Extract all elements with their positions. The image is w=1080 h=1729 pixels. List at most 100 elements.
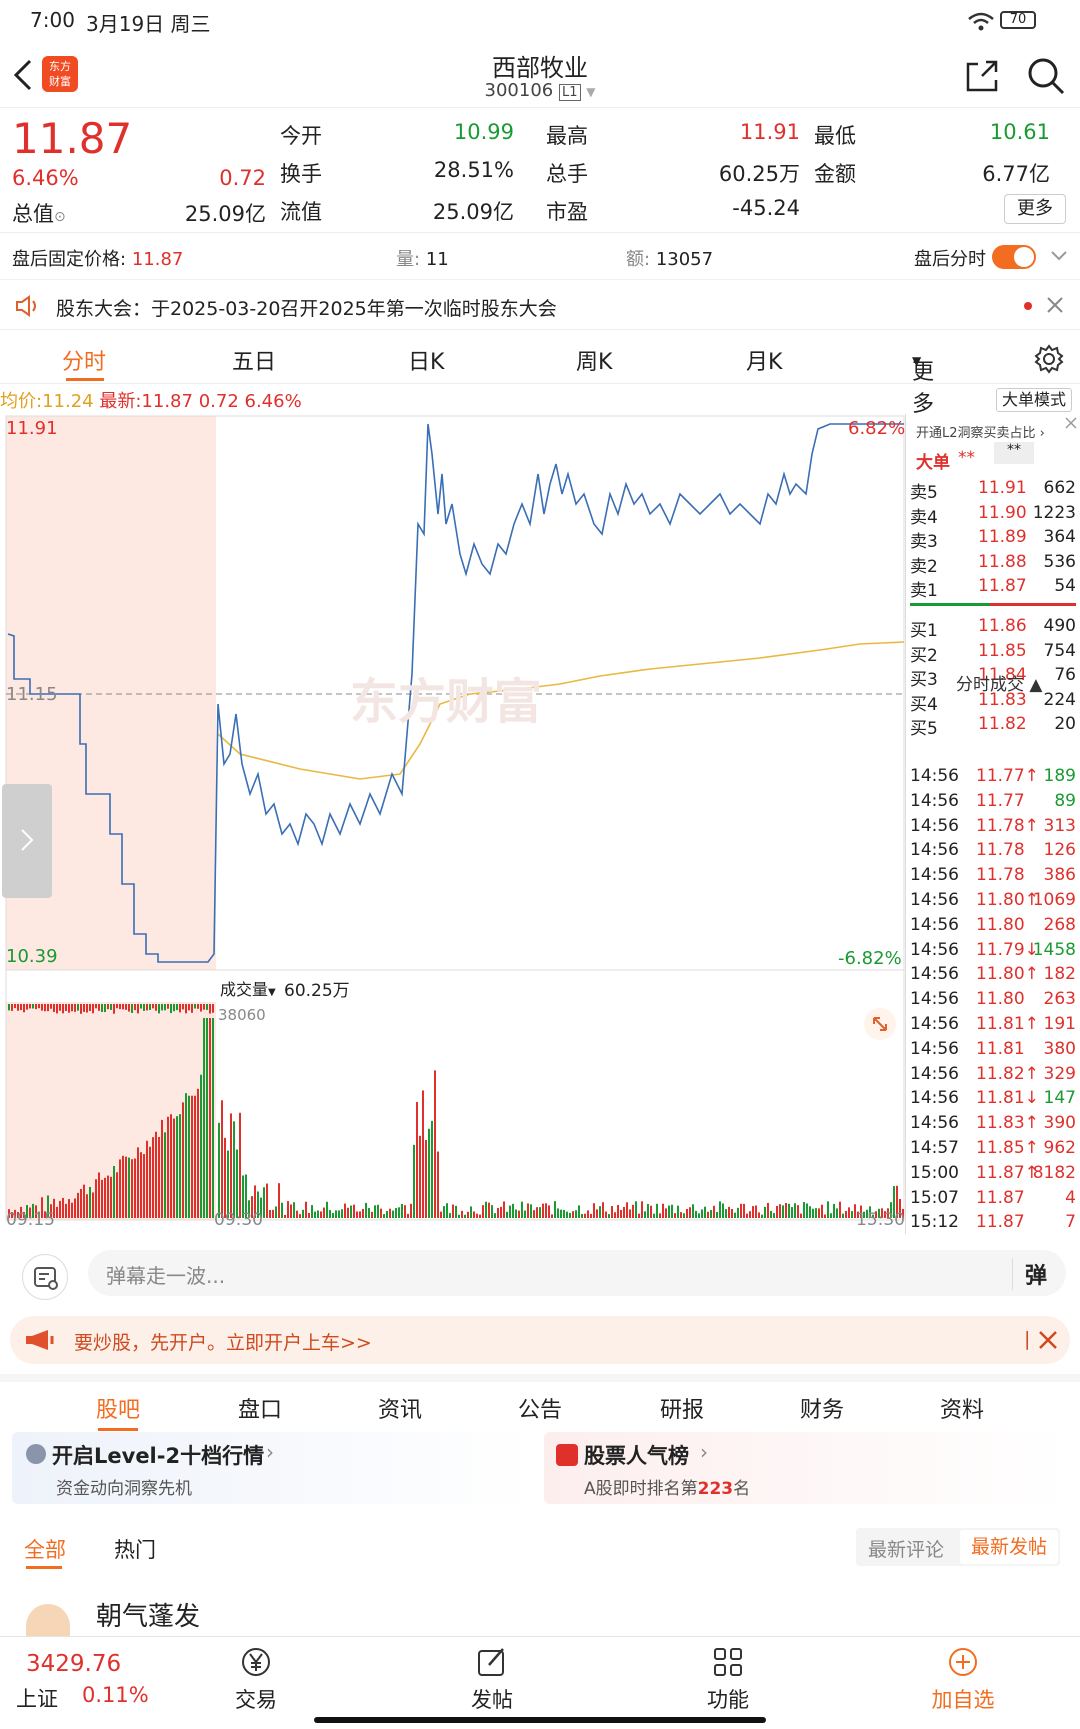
battery-icon: 70 [1000, 11, 1036, 29]
account-banner[interactable]: 要炒股，先开户。立即开户上车>> | [10, 1316, 1070, 1364]
post-author[interactable]: 朝气蓬发 [96, 1602, 201, 1632]
more-button[interactable]: 更多 [1004, 194, 1066, 224]
level2-card[interactable]: 开启Level-2十档行情 › 资金动向洞察先机 [12, 1432, 536, 1504]
battery-level: 70 [1009, 12, 1027, 27]
bids-row: 买5 11.82 20 [910, 714, 1076, 739]
tab-intraday[interactable]: 分时 [62, 350, 107, 375]
fullscreen-button[interactable] [864, 1008, 896, 1040]
tab-weekly-k[interactable]: 周K [576, 350, 613, 375]
tick-row: 14:56 11.78 126 [910, 840, 1076, 861]
tab-profile[interactable]: 资料 [940, 1398, 985, 1423]
share-icon[interactable] [964, 58, 1000, 94]
close-icon[interactable] [1046, 296, 1064, 314]
asks-row: 卖1 11.87 54 [910, 576, 1076, 601]
notice-bar[interactable]: 股东大会：于2025-03-20召开2025年第一次临时股东大会 [0, 282, 1080, 330]
avatar[interactable] [26, 1604, 70, 1636]
index-value: 3429.76 [26, 1651, 122, 1677]
y-min-label: 10.39 [6, 946, 58, 967]
ticks-header[interactable]: 分时成交 ▲ [956, 675, 1043, 695]
quote-value: 60.25万 [718, 162, 800, 186]
tick-row: 14:56 11.77↑ 189 [910, 766, 1076, 786]
change-amount: 0.72 [219, 166, 266, 190]
popularity-card[interactable]: 股票人气榜 › A股即时排名第223名 [544, 1432, 1068, 1504]
back-icon[interactable] [10, 58, 34, 92]
time-start: 09:15 [6, 1210, 55, 1230]
danmu-list-button[interactable] [22, 1254, 68, 1300]
chart-icon [556, 1444, 578, 1466]
post-button[interactable]: 发帖 [452, 1645, 532, 1714]
function-button[interactable]: 功能 [688, 1645, 768, 1714]
danmu-send-button[interactable]: 弹 [1012, 1258, 1047, 1290]
quote-panel: 11.87 6.46% 0.72 总值⊙ 25.09亿 今开 10.99 最高 11.… [0, 108, 1080, 226]
wifi-icon [968, 12, 994, 31]
tick-row: 14:56 11.77 89 [910, 790, 1076, 811]
tick-row: 14:56 11.81↑ 191 [910, 1014, 1076, 1034]
index-name: 上证 [16, 1687, 58, 1711]
y-max-label: 11.91 [6, 418, 58, 439]
price-line [7, 423, 904, 963]
tab-news[interactable]: 资讯 [378, 1398, 423, 1423]
after-hours-amount: 13057 [655, 249, 714, 270]
banner-divider: | [1024, 1328, 1031, 1350]
stock-code-selector[interactable]: 300106 L1 ▼ [484, 80, 596, 101]
tick-row: 14:56 11.81↓ 147 [910, 1088, 1076, 1109]
tick-row: 14:56 11.81 380 [910, 1038, 1076, 1059]
quote-value: 10.61 [989, 120, 1050, 144]
close-icon[interactable] [1038, 1330, 1058, 1350]
tick-row: 14:56 11.78↑ 313 [910, 815, 1076, 836]
after-hours-toggle[interactable] [992, 245, 1036, 269]
bids-row: 买4 11.83 224 [910, 689, 1076, 715]
sort-latest-post[interactable]: 最新发帖 [960, 1530, 1058, 1564]
quote-label: 最高 [546, 124, 588, 148]
quote-label: 总手 [546, 162, 588, 186]
trade-button[interactable]: 交易 [216, 1645, 296, 1714]
big-order-mode-button[interactable]: 大单模式 [996, 388, 1072, 412]
chevron-down-icon[interactable] [1050, 249, 1068, 263]
tick-row: 14:56 11.80↑ 1069 [910, 890, 1076, 910]
danmu-list-icon [34, 1267, 58, 1290]
tab-announcements[interactable]: 公告 [518, 1398, 563, 1423]
volume-label[interactable]: 成交量▼ [220, 980, 276, 999]
tab-pankou[interactable]: 盘口 [238, 1398, 283, 1423]
l2-header[interactable]: 开通L2洞察买卖占比 › [916, 426, 1045, 441]
add-watchlist-button[interactable]: 加自选 [918, 1645, 1008, 1714]
intraday-chart[interactable]: 东方财富 11.91 11.15 10.39 6.82% -6.82% 成交量▼… [0, 414, 905, 1234]
tab-research[interactable]: 研报 [660, 1398, 705, 1423]
order-book: 开通L2洞察买卖占比 › 大单 ** ** 卖5 11.91 662 卖4 11.90 1… [905, 414, 1080, 1234]
filter-hot[interactable]: 热门 [114, 1538, 156, 1562]
asks-row: 卖5 11.91 662 [910, 478, 1076, 503]
quote-value: 6.77亿 [982, 162, 1050, 186]
tick-row: 14:56 11.80↑ 182 [910, 964, 1076, 985]
bottom-toolbar: 3429.76 上证 0.11% 交易 发帖 功能 加自选 [0, 1636, 1080, 1728]
danmu-input[interactable]: 弹幕走一波... 弹 [88, 1250, 1066, 1296]
avg-price: 11.24 [42, 391, 94, 412]
top-nav: 东方 财富 西部牧业 300106 L1 ▼ [0, 44, 1080, 108]
filter-all[interactable]: 全部 [24, 1538, 66, 1562]
quote-value: 10.99 [453, 120, 514, 144]
tab-five-day[interactable]: 五日 [232, 350, 277, 375]
current-price: 11.87 [12, 114, 133, 163]
tick-row: 14:56 11.78 386 [910, 865, 1076, 886]
tab-finance[interactable]: 财务 [800, 1398, 845, 1423]
expand-panel-handle[interactable] [2, 784, 52, 898]
search-icon[interactable] [1026, 56, 1066, 96]
tick-row: 14:56 11.79↓ 1458 [910, 939, 1076, 960]
notice-dot [1024, 302, 1032, 310]
time-close: 15:30 [856, 1210, 905, 1230]
settings-icon[interactable] [1034, 344, 1064, 374]
ratio-bar-red [990, 603, 1076, 606]
big-order-label: 大单 [916, 453, 950, 473]
index-widget[interactable]: 3429.76 上证 0.11% [0, 1637, 149, 1729]
volume-bars [8, 1004, 904, 1218]
danmu-bar: 弹幕走一波... 弹 [0, 1248, 1080, 1308]
tab-guba[interactable]: 股吧 [96, 1398, 141, 1423]
close-icon[interactable] [1064, 416, 1078, 430]
post-preview[interactable]: 朝气蓬发 [0, 1590, 1080, 1636]
sort-latest-comment[interactable]: 最新评论 [868, 1539, 945, 1561]
tab-daily-k[interactable]: 日K [408, 350, 445, 375]
volume-peak: 38060 [218, 1006, 266, 1024]
tab-monthly-k[interactable]: 月K [746, 350, 783, 375]
watermark: 东方财富 [350, 674, 543, 730]
after-hours-price: 11.87 [131, 249, 184, 270]
level2-title: 开启Level-2十档行情 [52, 1444, 265, 1468]
